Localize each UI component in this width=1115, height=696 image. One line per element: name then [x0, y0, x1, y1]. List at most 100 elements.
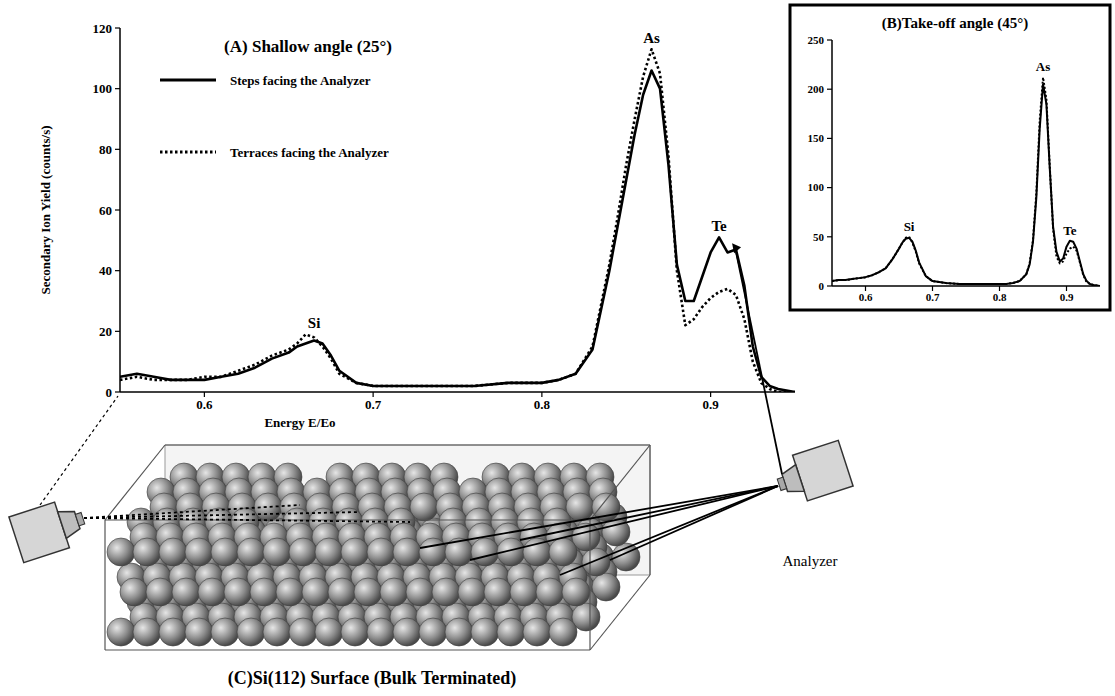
atom: [263, 618, 291, 646]
atom: [393, 538, 421, 566]
figure: 0204060801001200.60.70.80.9Energy E/EoSe…: [0, 0, 1115, 696]
x-axis: [120, 391, 795, 393]
atom: [393, 618, 421, 646]
x-tick-label: 0.9: [1060, 291, 1074, 303]
atom: [289, 538, 317, 566]
box-edge: [105, 445, 165, 520]
box-edge: [165, 444, 650, 445]
atom: [458, 578, 486, 606]
ion-path-dotted: [84, 512, 360, 518]
atom: [315, 538, 343, 566]
atom: [380, 578, 408, 606]
panel-frame: [790, 5, 1110, 310]
atom: [120, 578, 148, 606]
atom: [302, 578, 330, 606]
y-tick-label: 20: [99, 324, 112, 339]
atom: [328, 578, 356, 606]
y-tick-label: 0: [819, 280, 825, 292]
atom: [237, 538, 265, 566]
atom: [276, 578, 304, 606]
y-tick-label: 50: [813, 231, 825, 243]
atom: [289, 618, 317, 646]
peak-label: As: [1036, 59, 1050, 74]
atom: [471, 538, 499, 566]
x-tick-label: 0.9: [703, 397, 720, 412]
y-tick-label: 200: [808, 83, 825, 95]
y-tick: [827, 285, 832, 286]
y-tick-label: 60: [99, 203, 112, 218]
y-tick-label: 150: [808, 132, 825, 144]
atom: [484, 578, 512, 606]
ion-path-solid: [420, 486, 778, 548]
analyzer-icon: [772, 440, 853, 507]
series-line: [832, 84, 1100, 286]
y-tick-label: 40: [99, 263, 112, 278]
atom: [497, 618, 525, 646]
analyzer-icon: [9, 495, 90, 562]
chart-0: 0204060801001200.60.70.80.9Energy E/EoSe…: [38, 21, 795, 430]
atom: [419, 618, 447, 646]
atom: [133, 618, 161, 646]
atom: [367, 538, 395, 566]
y-tick: [115, 391, 120, 392]
y-axis: [831, 40, 833, 286]
y-tick: [115, 149, 120, 150]
box-edge: [589, 520, 590, 650]
x-tick-label: 0.6: [859, 291, 873, 303]
legend-label: Terraces facing the Analyzer: [230, 145, 389, 160]
y-axis-title: Secondary Ion Yield (counts/s): [38, 125, 53, 294]
x-axis: [832, 285, 1100, 287]
analyzer-tip: [777, 477, 786, 490]
box-edge: [105, 649, 590, 650]
box-edge: [104, 520, 105, 650]
x-tick-label: 0.7: [926, 291, 940, 303]
leader-te: [735, 247, 782, 474]
crystal: [105, 445, 650, 650]
x-tick-label: 0.7: [365, 397, 382, 412]
atom: [198, 578, 226, 606]
peak-label: As: [643, 30, 660, 46]
atom: [250, 578, 278, 606]
chart-title: (B)Take-off angle (45°): [882, 15, 1028, 32]
y-tick-label: 250: [808, 34, 825, 46]
ion-path-solid: [610, 486, 778, 560]
box-edge: [649, 445, 650, 575]
chart-title: (A) Shallow angle (25°): [224, 37, 392, 56]
peak-label: Te: [711, 218, 727, 234]
atom: [562, 578, 590, 606]
y-tick: [827, 39, 832, 40]
atom: [354, 578, 382, 606]
y-tick-label: 100: [808, 181, 825, 193]
atom: [419, 538, 447, 566]
chart-1: 0501001502002500.60.70.80.9(B)Take-off a…: [790, 5, 1110, 310]
atom: [107, 618, 135, 646]
legend-label: Steps facing the Analyzer: [230, 73, 371, 88]
box-edge: [105, 519, 590, 520]
box-back: [165, 445, 650, 575]
atom: [341, 538, 369, 566]
atom: [172, 578, 200, 606]
y-tick: [827, 236, 832, 237]
atom: [133, 538, 161, 566]
peak-label: Si: [308, 315, 321, 331]
legend-swatch: [160, 150, 216, 153]
atom: [445, 618, 473, 646]
diagram-caption: (C)Si(112) Surface (Bulk Terminated): [228, 668, 517, 689]
y-tick: [827, 89, 832, 90]
y-tick: [115, 88, 120, 89]
atom: [549, 538, 577, 566]
atom: [185, 538, 213, 566]
series-line: [120, 49, 795, 392]
atom: [185, 618, 213, 646]
analyzer-tip: [75, 512, 84, 525]
ion-path-dotted: [84, 518, 410, 522]
analyzer-label: Analyzer: [783, 553, 838, 569]
series-group: [832, 77, 1100, 286]
y-tick: [827, 138, 832, 139]
atom: [224, 578, 252, 606]
atom: [367, 618, 395, 646]
atom: [341, 618, 369, 646]
atom: [146, 578, 174, 606]
y-tick: [827, 187, 832, 188]
atom: [211, 538, 239, 566]
